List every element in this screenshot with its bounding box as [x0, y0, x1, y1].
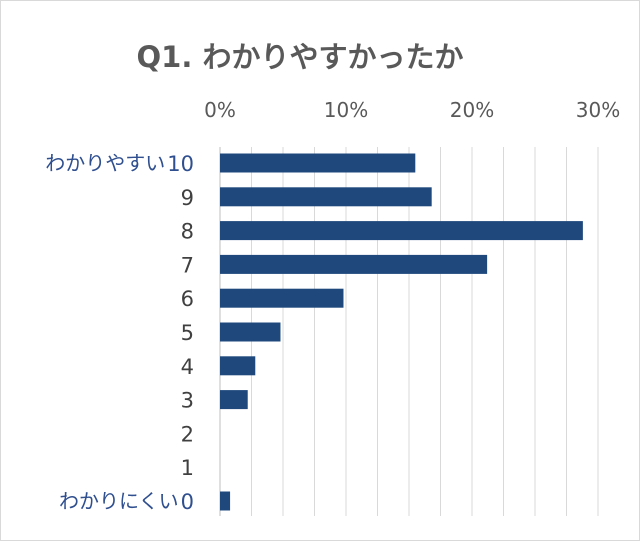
- y-tick-label: 9: [181, 186, 194, 210]
- chart-title: Q1. わかりやすかったか: [136, 40, 464, 74]
- bar: [220, 390, 248, 410]
- x-tick-label: 0%: [204, 98, 236, 122]
- y-tick-label: 7: [181, 253, 194, 277]
- y-tick-annotation: わかりやすい: [45, 151, 165, 175]
- y-tick-label: 5: [181, 321, 194, 345]
- bar: [220, 491, 231, 511]
- y-tick-label: 0: [181, 490, 194, 514]
- bar: [220, 356, 256, 376]
- y-tick-label: 3: [181, 389, 194, 413]
- y-tick-label: 1: [181, 456, 194, 480]
- bar: [220, 187, 432, 207]
- x-tick-label: 30%: [576, 98, 620, 122]
- bar: [220, 221, 583, 241]
- bar: [220, 254, 488, 274]
- x-tick-label: 10%: [324, 98, 368, 122]
- y-tick-label: 10: [167, 152, 194, 176]
- bar: [220, 153, 416, 173]
- bar: [220, 322, 281, 342]
- y-tick-annotation: わかりにくい: [59, 489, 179, 513]
- bar: [220, 288, 344, 308]
- y-tick-label: 8: [181, 220, 194, 244]
- x-tick-label: 20%: [450, 98, 494, 122]
- y-tick-label: 2: [181, 422, 194, 446]
- y-tick-label: 4: [181, 355, 194, 379]
- y-tick-label: 6: [181, 287, 194, 311]
